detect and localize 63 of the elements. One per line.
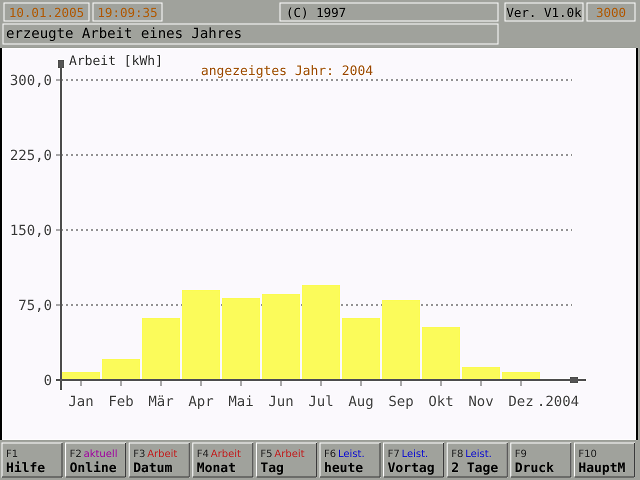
x-tick-label: Mai [228, 394, 254, 410]
y-axis-title: Arbeit [kWh] [69, 54, 163, 69]
text: 19:09:35 [97, 5, 158, 20]
chart-subtitle: angezeigtes Jahr: 2004 [200, 64, 374, 79]
text: F7 [388, 449, 400, 460]
bar [222, 298, 260, 380]
bar [422, 327, 460, 380]
text: F2 [70, 449, 82, 460]
text: F3 [133, 449, 146, 460]
text: F10 [578, 449, 597, 460]
text: 3000 [596, 5, 626, 20]
y-tick-label: 300,0 [10, 72, 52, 89]
chart-title: erzeugte Arbeit eines Jahres [6, 26, 242, 42]
text: F1 [6, 449, 18, 460]
bar [462, 367, 500, 380]
text: aktuell [84, 449, 118, 460]
x-tick-label: Dez [508, 394, 534, 410]
text: Online [70, 461, 117, 476]
text: F9 [514, 449, 527, 460]
text: HauptM [578, 461, 626, 476]
text: (C) 1997 [286, 5, 346, 20]
text: Monat [196, 461, 236, 476]
text: Hilfe [6, 461, 46, 476]
text: 10.01.2005 [8, 5, 84, 20]
y-tick-label: 225,0 [10, 148, 52, 164]
x-tick-label: Okt [428, 394, 454, 410]
x-tick-label: Aug [348, 394, 374, 410]
x-tick-label: Feb [108, 394, 134, 410]
text: 2 Tage [451, 461, 498, 476]
bar [182, 290, 220, 380]
text: Arbeit [274, 449, 305, 460]
text: F8 [451, 449, 464, 460]
text: Leist. [402, 449, 428, 460]
x-tick-label: Jan [68, 394, 94, 410]
text: F4 [196, 449, 209, 460]
text: Ver. V1.0k [506, 5, 582, 20]
y-tick-label: 150,0 [10, 222, 52, 239]
x-tick-label: Jul [308, 394, 334, 410]
bar [302, 285, 340, 380]
text: Vortag [388, 461, 435, 476]
bar [102, 359, 140, 380]
text: F6 [324, 449, 336, 460]
y-tick-label: 75,0 [18, 298, 52, 314]
text: Leist. [338, 449, 365, 460]
x-tick-label: Sep [388, 394, 414, 410]
text: .2004 [536, 394, 580, 410]
bar [262, 294, 300, 380]
text: Arbeit [210, 449, 242, 460]
text: Druck [514, 461, 554, 476]
bar [142, 318, 180, 380]
x-tick-label: Jun [268, 394, 294, 410]
bar [342, 318, 380, 380]
text: Arbeit [147, 449, 178, 460]
text: F5 [260, 449, 273, 460]
text: heute [324, 461, 364, 476]
text: Datum [133, 461, 173, 476]
x-tick-label: Apr [188, 394, 214, 410]
x-tick-label: Mär [148, 394, 174, 410]
text: Tag [260, 461, 284, 476]
y-tick-label: 0 [44, 372, 52, 389]
x-tick-label: Nov [468, 394, 494, 410]
bar [382, 300, 420, 380]
text: Leist. [465, 449, 492, 460]
